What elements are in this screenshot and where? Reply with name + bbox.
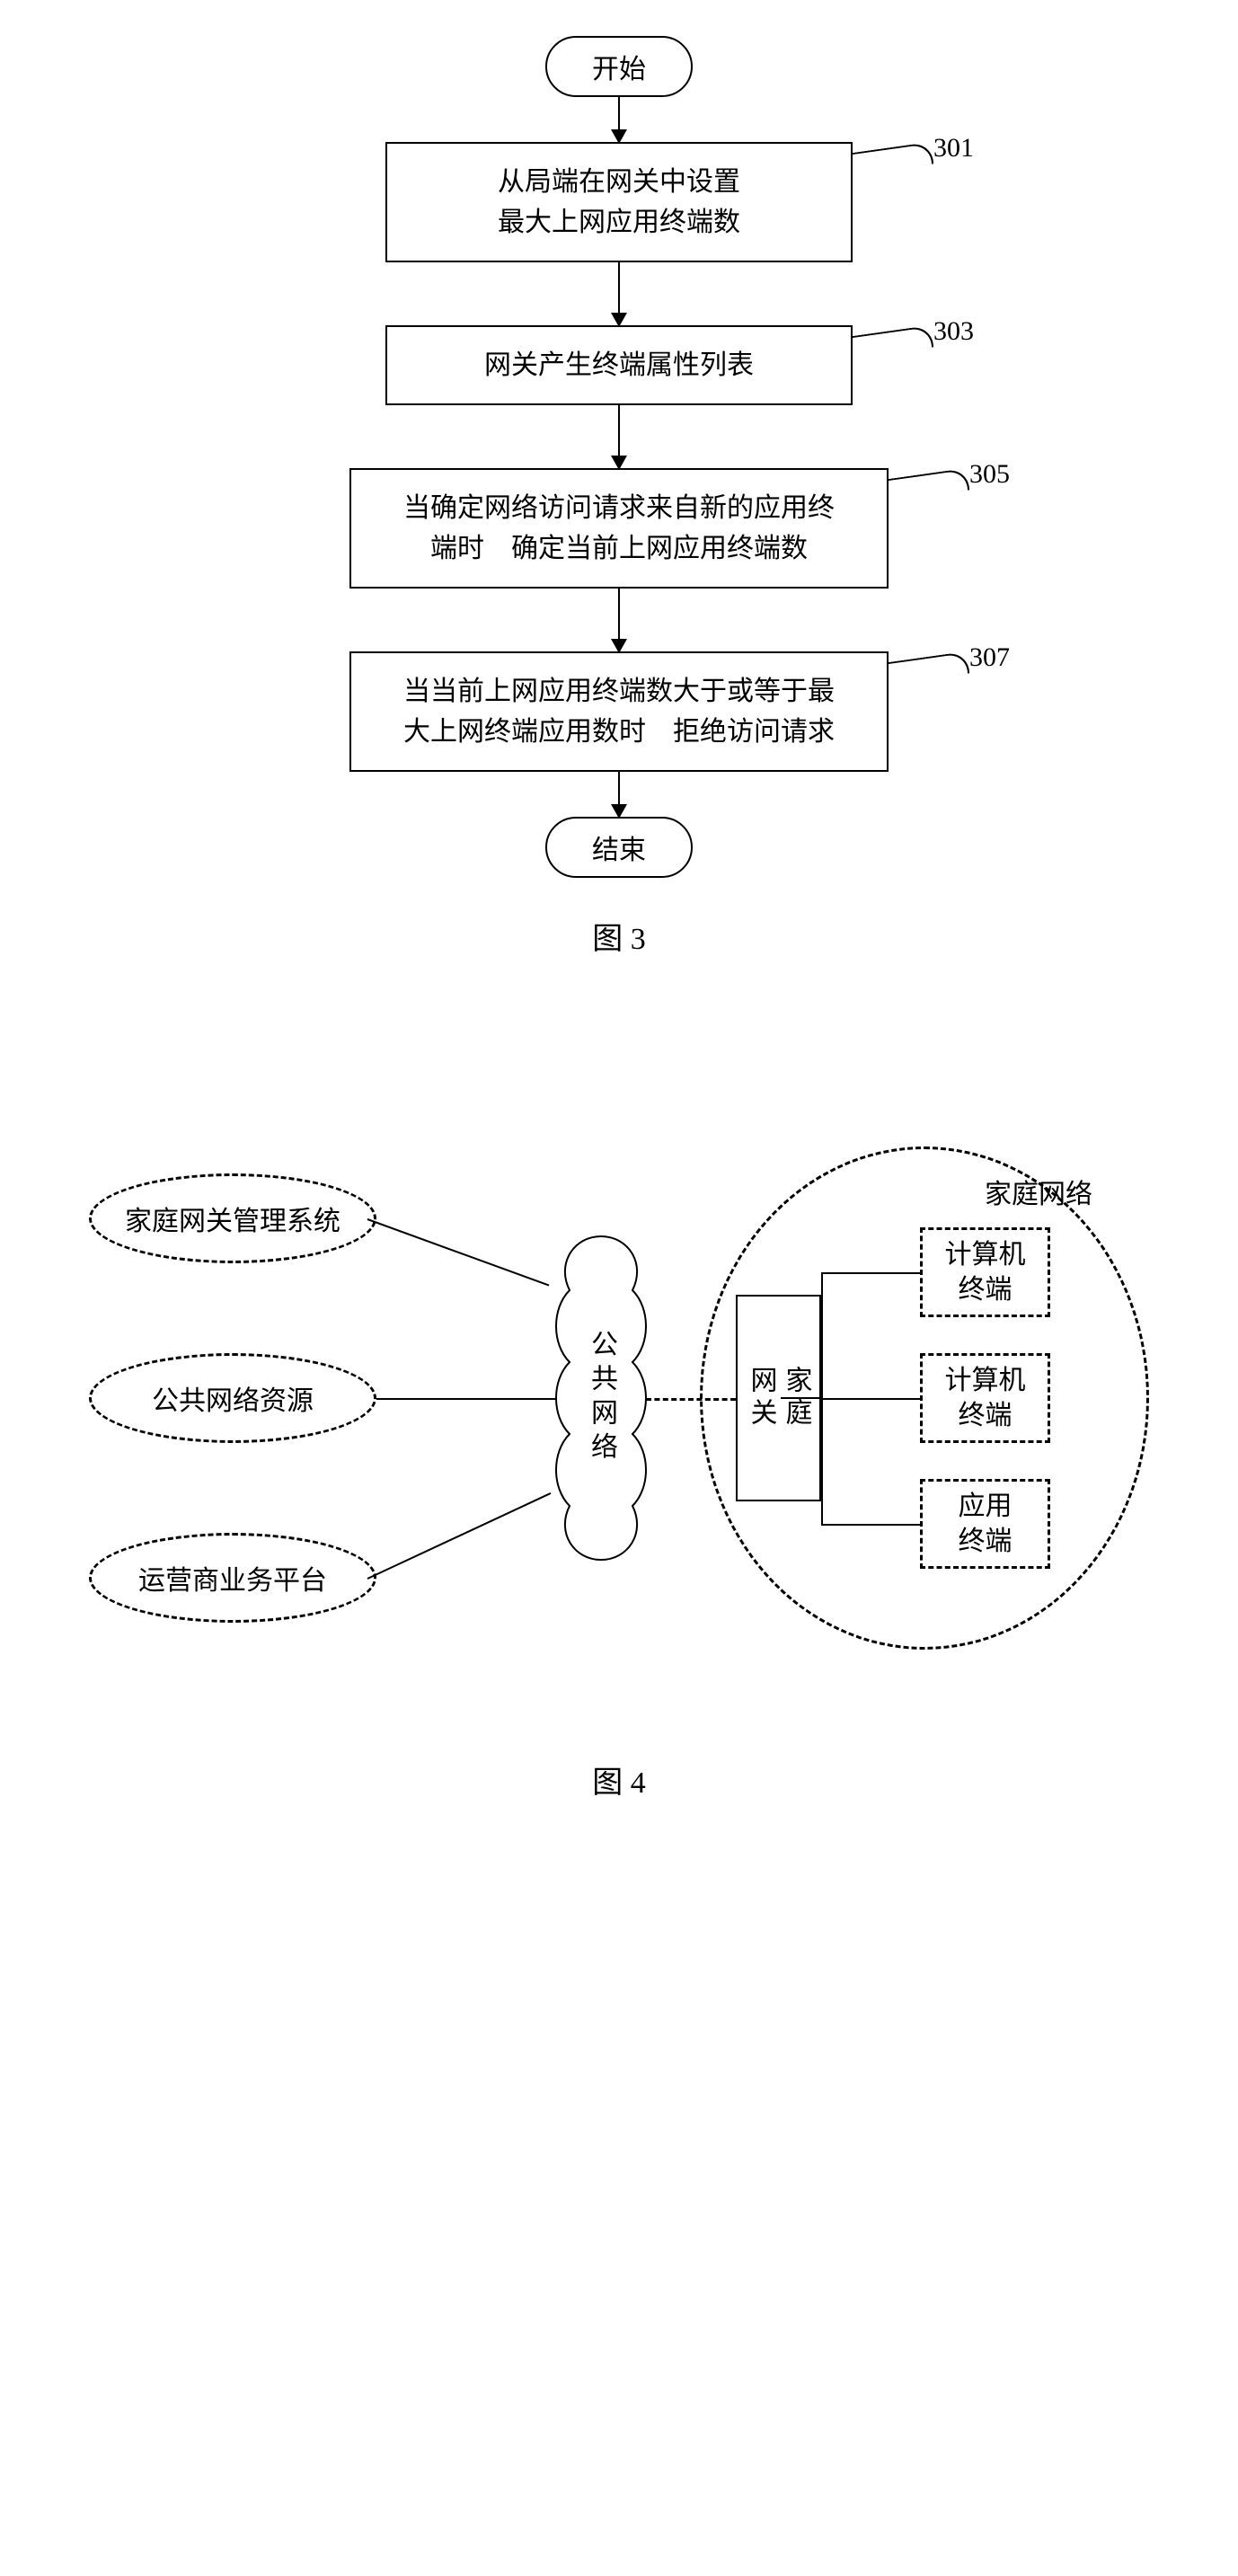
figure-caption: 图 4 (592, 1757, 646, 1801)
step-id: 301 (933, 133, 974, 164)
public-resource-node: 公共网络资源 (89, 1353, 376, 1443)
edge (781, 1397, 821, 1399)
terminal-node: 计算机终端 (920, 1227, 1050, 1317)
arrow (618, 97, 620, 142)
arrow (618, 589, 620, 651)
operator-platform-node: 运营商业务平台 (89, 1533, 376, 1623)
step-305: 当确定网络访问请求来自新的应用终端时 确定当前上网应用终端数 305 (349, 468, 889, 589)
edge (821, 1398, 920, 1400)
cloud-label: 公共网络 (581, 1330, 621, 1466)
label-connector (853, 324, 933, 359)
label-connector (889, 467, 969, 501)
edge (821, 1524, 920, 1526)
terminal-node: 计算机终端 (920, 1353, 1050, 1443)
network-fig4: 家庭网关管理系统 公共网络资源 运营商业务平台 公共网络 家庭网络 家庭网关 (80, 1120, 1158, 1704)
edge (367, 1218, 550, 1286)
step-id: 303 (933, 316, 974, 347)
process-box: 网关产生终端属性列表 (385, 325, 853, 405)
label-connector (853, 141, 933, 175)
step-id: 307 (969, 642, 1010, 673)
process-box: 当当前上网应用终端数大于或等于最大上网终端应用数时 拒绝访问请求 (349, 651, 889, 772)
figure-caption: 图 3 (592, 914, 646, 958)
mgmt-system-node: 家庭网关管理系统 (89, 1173, 376, 1263)
step-301: 从局端在网关中设置最大上网应用终端数 301 (385, 142, 853, 262)
home-network-label: 家庭网络 (985, 1172, 1092, 1211)
arrow (618, 405, 620, 468)
step-id: 305 (969, 459, 1010, 490)
start-terminator: 开始 (545, 36, 693, 97)
end-terminator: 结束 (545, 817, 693, 878)
edge (821, 1272, 920, 1274)
edge (367, 1492, 552, 1580)
edge (376, 1398, 556, 1400)
arrow (618, 772, 620, 817)
process-box: 从局端在网关中设置最大上网应用终端数 (385, 142, 853, 262)
step-303: 网关产生终端属性列表 303 (385, 325, 853, 405)
arrow (618, 262, 620, 325)
label-connector (889, 651, 969, 685)
step-307: 当当前上网应用终端数大于或等于最大上网终端应用数时 拒绝访问请求 307 (349, 651, 889, 772)
process-box: 当确定网络访问请求来自新的应用终端时 确定当前上网应用终端数 (349, 468, 889, 589)
public-network-cloud: 公共网络 (547, 1227, 655, 1569)
flowchart-fig3: 开始 从局端在网关中设置最大上网应用终端数 301 网关产生终端属性列表 303… (215, 36, 1023, 958)
terminal-node: 应用终端 (920, 1479, 1050, 1569)
